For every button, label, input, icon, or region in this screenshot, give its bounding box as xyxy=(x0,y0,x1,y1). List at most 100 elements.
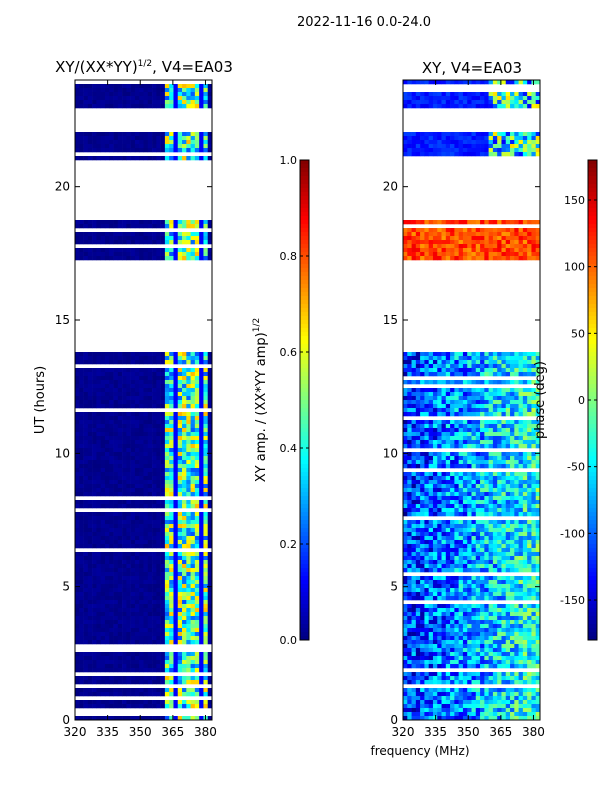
heat-cell xyxy=(403,396,408,401)
heat-cell xyxy=(522,144,528,149)
heat-cell xyxy=(160,400,166,405)
heat-cell xyxy=(190,516,196,521)
heat-cell xyxy=(207,584,213,589)
heat-cell xyxy=(75,372,80,377)
heat-cell xyxy=(113,628,119,633)
colorbar-segment xyxy=(300,332,309,337)
heat-cell xyxy=(143,492,149,497)
heat-cell xyxy=(92,588,97,593)
heat-cell xyxy=(441,400,447,405)
heat-cell xyxy=(203,392,209,397)
heat-cell xyxy=(514,152,519,157)
heat-cell xyxy=(164,532,170,537)
heat-cell xyxy=(203,384,209,389)
heat-cell xyxy=(87,516,93,521)
heat-cell xyxy=(147,660,153,665)
heat-cell xyxy=(203,704,209,709)
heat-cell xyxy=(445,152,451,157)
heat-cell xyxy=(147,100,153,105)
heat-cell xyxy=(203,488,209,493)
heat-cell xyxy=(83,568,89,573)
heat-cell xyxy=(164,136,170,141)
heat-cell xyxy=(152,376,157,381)
heat-cell xyxy=(207,704,213,709)
heat-cell xyxy=(510,240,515,245)
heat-cell xyxy=(432,144,438,149)
heat-cell xyxy=(177,676,183,681)
heat-cell xyxy=(420,136,425,141)
heat-cell xyxy=(432,104,438,109)
heat-cell xyxy=(100,224,106,229)
heat-cell xyxy=(173,620,179,625)
heat-cell xyxy=(190,664,196,669)
heat-cell xyxy=(467,152,472,157)
heat-cell xyxy=(96,636,101,641)
heat-cell xyxy=(113,524,119,529)
heat-cell xyxy=(104,700,110,705)
heat-cell xyxy=(407,368,412,373)
heat-cell xyxy=(462,488,468,493)
heat-cell xyxy=(143,556,149,561)
heat-cell xyxy=(471,352,477,357)
heat-cell xyxy=(454,488,459,493)
heat-cell xyxy=(203,504,209,509)
heat-cell xyxy=(100,624,106,629)
heat-cell xyxy=(87,572,93,577)
heat-cell xyxy=(79,252,84,257)
heat-cell xyxy=(173,100,179,105)
heat-cell xyxy=(169,604,174,609)
heat-cell xyxy=(531,488,537,493)
heat-cell xyxy=(134,420,140,425)
heat-cell xyxy=(173,588,179,593)
heat-cell xyxy=(173,388,179,393)
heat-cell xyxy=(134,512,140,517)
heat-cell xyxy=(104,688,110,693)
heat-cell xyxy=(450,228,455,233)
heat-cell xyxy=(75,468,80,473)
heat-cell xyxy=(407,404,412,409)
heat-cell xyxy=(134,524,140,529)
heat-cell xyxy=(501,428,507,433)
heat-cell xyxy=(403,484,408,489)
heat-cell xyxy=(199,612,204,617)
heat-cell xyxy=(177,600,183,605)
heat-cell xyxy=(527,440,532,445)
heat-cell xyxy=(199,544,204,549)
heat-cell xyxy=(535,396,541,401)
heat-cell xyxy=(83,388,89,393)
heat-cell xyxy=(117,632,123,637)
heat-cell xyxy=(497,372,502,377)
heat-cell xyxy=(535,432,541,437)
heat-cell xyxy=(169,104,174,109)
heat-cell xyxy=(169,256,174,261)
heat-cell xyxy=(122,156,127,161)
heat-cell xyxy=(156,540,161,545)
heat-cell xyxy=(424,440,429,445)
heat-cell xyxy=(467,444,472,449)
heat-cell xyxy=(514,412,519,417)
heat-cell xyxy=(527,436,532,441)
heat-cell xyxy=(143,628,149,633)
heat-cell xyxy=(424,400,429,405)
heat-cell xyxy=(441,232,447,237)
heat-cell xyxy=(83,664,89,669)
heat-cell xyxy=(475,444,481,449)
heat-cell xyxy=(505,460,511,465)
heat-cell xyxy=(113,472,119,477)
heat-cell xyxy=(164,352,170,357)
heat-cell xyxy=(437,132,442,137)
heat-cell xyxy=(475,80,481,85)
heat-cell xyxy=(207,688,213,693)
heat-cell xyxy=(156,656,161,661)
heat-cell xyxy=(87,692,93,697)
heat-cell xyxy=(117,88,123,93)
heat-cell xyxy=(75,352,80,357)
heat-cell xyxy=(518,220,524,225)
heat-cell xyxy=(445,220,451,225)
heat-cell xyxy=(126,568,131,573)
heat-cell xyxy=(437,136,442,141)
heat-cell xyxy=(100,412,106,417)
heat-cell xyxy=(104,84,110,89)
heat-cell xyxy=(160,516,166,521)
heat-cell xyxy=(104,588,110,593)
